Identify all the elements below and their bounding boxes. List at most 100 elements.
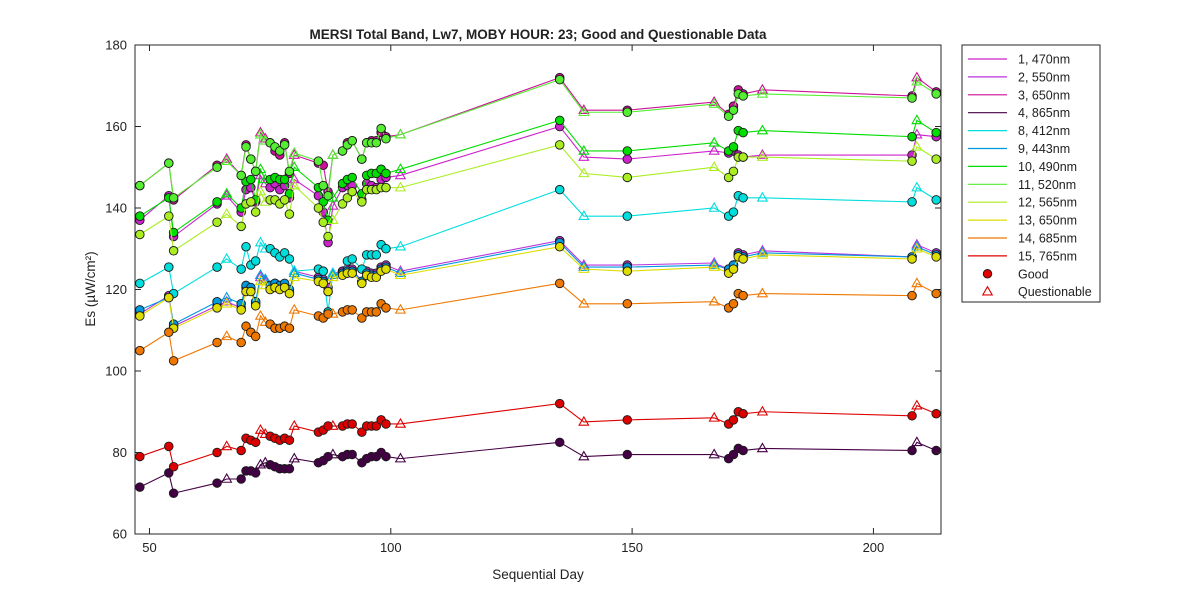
plot-area: 50 100 150 200 60 80 100 120 140 160 180 <box>105 38 942 555</box>
data-point <box>394 128 407 139</box>
data-point <box>738 409 748 419</box>
data-point <box>323 231 333 242</box>
data-point <box>394 181 407 192</box>
data-point <box>911 75 923 86</box>
data-point <box>756 150 769 161</box>
data-point <box>347 305 357 315</box>
legend: 1, 470nm 2, 550nm 3, 650nm 4, 865nm 8, 412nm… <box>961 44 1101 303</box>
data-point <box>756 244 769 255</box>
data-point <box>708 201 720 212</box>
data-point <box>164 327 174 338</box>
data-point <box>212 162 222 172</box>
data-point <box>284 209 295 219</box>
data-point <box>394 240 407 251</box>
data-point <box>738 254 748 264</box>
data-point <box>288 161 300 172</box>
data-point <box>578 415 590 426</box>
data-point <box>371 250 382 260</box>
data-point <box>236 305 246 315</box>
data-point <box>756 83 769 94</box>
data-point <box>212 303 222 313</box>
data-point <box>911 277 923 288</box>
data-point <box>220 330 233 341</box>
y-tick-label: 60 <box>113 527 127 542</box>
data-point <box>220 440 233 451</box>
legend-marker-questionable <box>981 285 994 296</box>
data-point <box>907 411 917 421</box>
data-point <box>327 307 339 318</box>
legend-label: 3, 650nm <box>1018 88 1070 102</box>
data-point <box>708 258 720 269</box>
data-point <box>756 148 769 159</box>
data-point <box>723 111 734 122</box>
data-point <box>254 309 267 320</box>
data-point <box>756 246 769 257</box>
data-point <box>323 421 333 431</box>
data-point <box>236 221 246 232</box>
data-point <box>371 138 382 148</box>
data-point <box>756 124 769 135</box>
data-point <box>911 181 923 192</box>
data-point <box>578 144 590 155</box>
data-point <box>220 152 233 163</box>
data-point <box>347 419 357 429</box>
data-point <box>708 144 720 155</box>
data-point <box>135 180 145 191</box>
data-point <box>931 89 941 99</box>
data-point <box>376 123 386 134</box>
data-point <box>728 105 739 115</box>
data-point <box>327 271 339 282</box>
data-point <box>578 297 590 308</box>
data-point <box>164 158 174 168</box>
data-point <box>323 286 333 297</box>
data-point <box>708 136 720 147</box>
data-point <box>394 265 407 275</box>
data-point <box>220 297 233 308</box>
data-point <box>327 419 339 430</box>
data-point <box>622 154 633 164</box>
data-point <box>911 140 923 151</box>
legend-items: 1, 470nm 2, 550nm 3, 650nm 4, 865nm 8, 412nm… <box>968 53 1092 299</box>
series-layer <box>135 71 941 499</box>
data-point <box>728 142 739 152</box>
data-point <box>288 146 300 157</box>
x-tick-label: 50 <box>142 540 156 555</box>
data-point <box>708 295 720 306</box>
data-point <box>259 279 272 290</box>
data-point <box>554 278 565 289</box>
data-point <box>236 170 246 181</box>
data-point <box>554 140 565 150</box>
data-point <box>756 87 769 98</box>
data-point <box>911 399 923 410</box>
data-point <box>236 337 246 348</box>
data-point <box>212 337 222 348</box>
series-10 <box>135 277 941 366</box>
data-point <box>337 199 348 209</box>
x-axis-ticks: 50 100 150 200 <box>142 45 884 555</box>
data-point <box>220 187 233 198</box>
data-point <box>254 423 267 434</box>
data-point <box>236 474 246 484</box>
data-point <box>394 163 407 174</box>
data-point <box>259 273 272 284</box>
data-point <box>318 180 328 191</box>
data-point <box>220 291 233 302</box>
data-point <box>288 452 300 463</box>
data-point <box>578 106 590 117</box>
data-point <box>246 174 256 185</box>
y-axis-label: Es (µW/cm²) <box>83 251 98 326</box>
data-point <box>931 154 941 164</box>
data-point <box>738 193 748 203</box>
data-point <box>911 114 923 125</box>
data-point <box>756 287 769 298</box>
legend-label: 8, 412nm <box>1018 124 1070 138</box>
data-point <box>708 411 720 422</box>
data-point <box>394 303 407 314</box>
data-point <box>250 331 261 342</box>
data-point <box>168 488 179 499</box>
data-point <box>708 260 720 271</box>
data-point <box>168 356 179 366</box>
data-point <box>250 468 261 478</box>
data-point <box>220 208 233 218</box>
